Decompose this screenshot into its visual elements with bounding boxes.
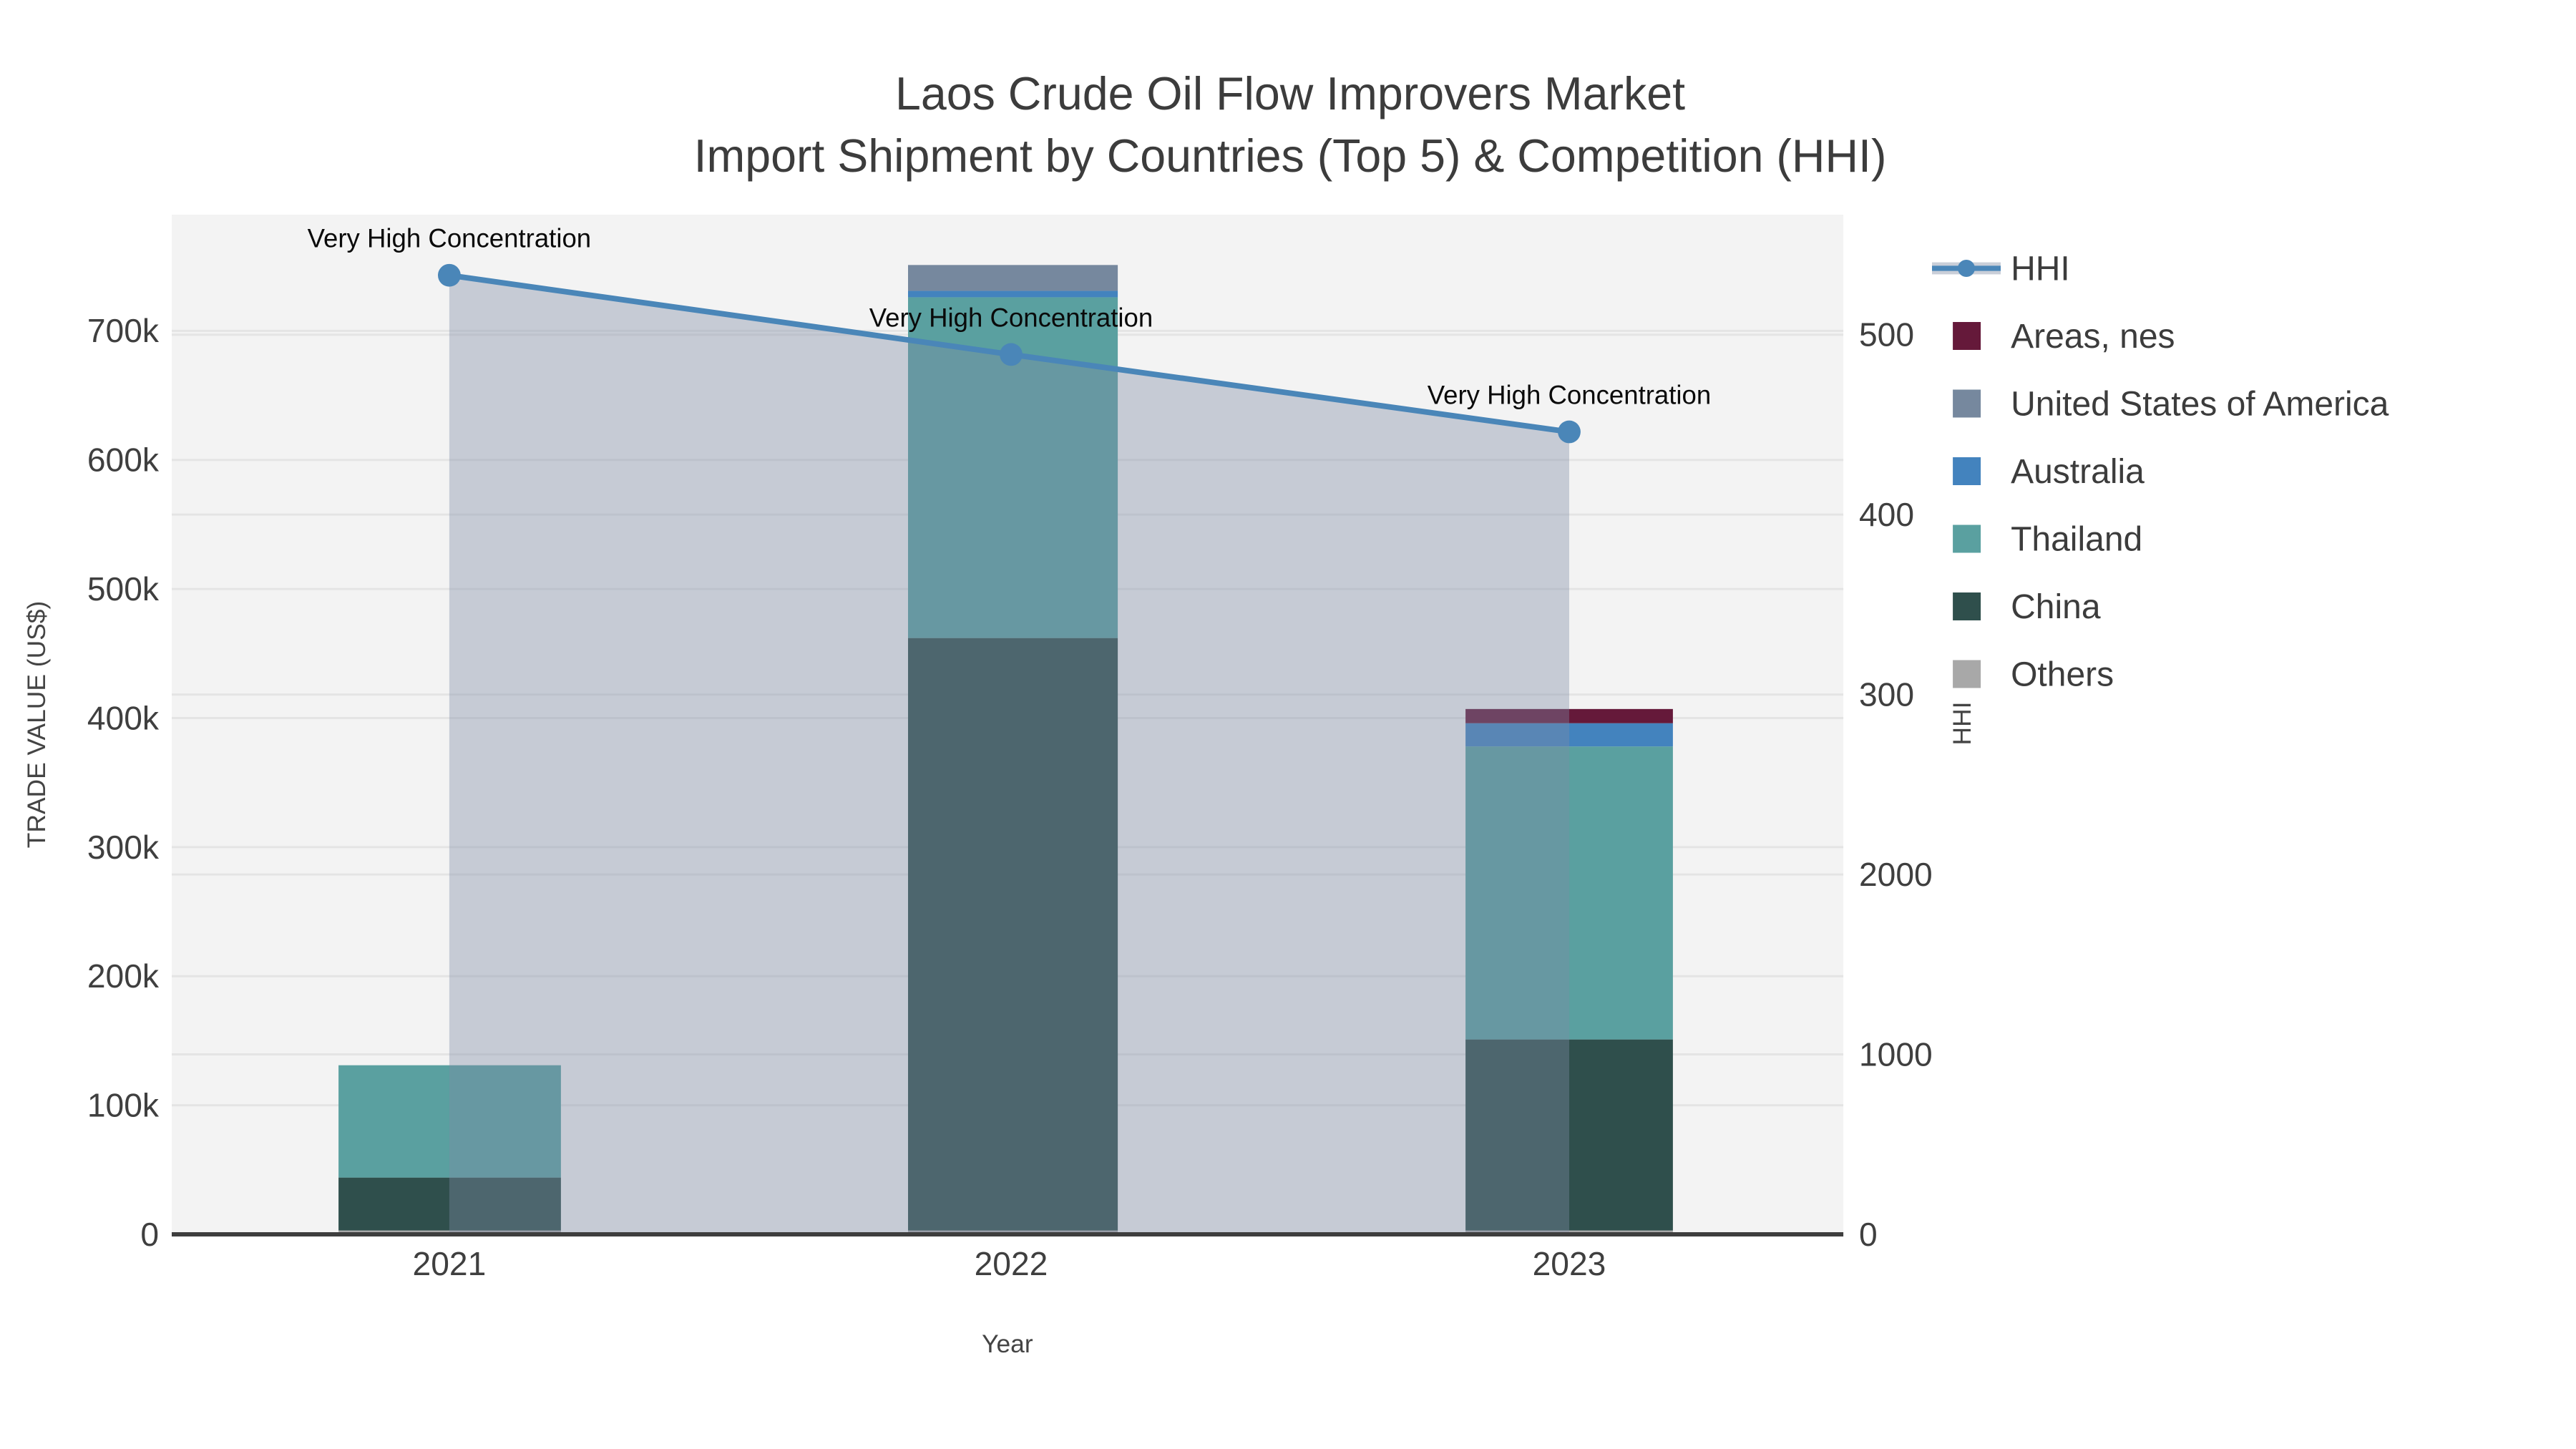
hhi-area-fill-shape (449, 275, 1569, 1234)
chart-title-line2: Import Shipment by Countries (Top 5) & C… (694, 130, 1887, 182)
bar-segment-thailand-2021[interactable] (338, 1065, 561, 1178)
x-tick-2023: 2023 (1533, 1245, 1606, 1282)
y-left-tick-700k: 700k (87, 312, 160, 349)
hhi-marker-2022[interactable] (1000, 343, 1023, 366)
x-axis-title: Year (982, 1330, 1033, 1358)
y-left-tick-0: 0 (140, 1216, 159, 1253)
annotation-2021: Very High Concentration (308, 224, 591, 253)
hhi-marker-2023[interactable] (1558, 420, 1581, 444)
legend-item-australia[interactable]: Australia (1953, 453, 2145, 491)
annotations: Very High Concentration Very High Concent… (308, 224, 1712, 410)
bar-segment-thailand-2023[interactable] (1465, 746, 1673, 1040)
y-right-axis-title: HHI (1948, 702, 1976, 746)
hhi-marker-2021[interactable] (438, 263, 461, 287)
y-left-axis-title: TRADE VALUE (US$) (22, 601, 51, 848)
legend: HHI Areas, nes United States of America … (1932, 250, 2389, 694)
hhi-marker-swatch (1958, 260, 1975, 277)
australia-swatch (1953, 457, 1981, 485)
bar-segment-china-2023[interactable] (1465, 1039, 1673, 1231)
chart-title-line1: Laos Crude Oil Flow Improvers Market (895, 68, 1685, 119)
y-left-tick-600k: 600k (87, 441, 160, 479)
legend-label-usa: United States of America (2011, 386, 2389, 424)
areas-nes-swatch (1953, 322, 1981, 350)
others-swatch (1953, 660, 1981, 688)
bar-segment-australia-2022[interactable] (908, 291, 1118, 298)
legend-item-usa[interactable]: United States of America (1953, 386, 2389, 424)
y-left-tick-500k: 500k (87, 570, 160, 608)
legend-label-hhi: HHI (2011, 250, 2070, 288)
annotation-2022: Very High Concentration (869, 303, 1153, 332)
legend-label-china: China (2011, 588, 2101, 626)
y-left-tick-200k: 200k (87, 957, 160, 995)
legend-label-thailand: Thailand (2011, 521, 2142, 559)
y-left-tick-400k: 400k (87, 699, 160, 736)
y-right-tick-1000: 1000 (1859, 1035, 1933, 1073)
stacked-bars (338, 265, 1673, 1234)
bar-segment-china-2021[interactable] (338, 1177, 561, 1231)
y-right-tick-0: 0 (1859, 1216, 1878, 1253)
bar-segment-united-states-of-america-2022[interactable] (908, 265, 1118, 291)
y-right-tick-300: 300 (1859, 676, 1914, 713)
x-tick-2022: 2022 (975, 1245, 1048, 1282)
legend-item-thailand[interactable]: Thailand (1953, 521, 2142, 559)
annotation-2023: Very High Concentration (1428, 381, 1711, 410)
legend-item-hhi[interactable]: HHI (1932, 250, 2070, 288)
y-right-tick-500: 500 (1859, 316, 1914, 353)
bar-segment-china-2022[interactable] (908, 638, 1118, 1231)
bar-segment-australia-2023[interactable] (1465, 723, 1673, 747)
y-right-tick-400: 400 (1859, 496, 1914, 533)
thailand-swatch (1953, 525, 1981, 553)
china-swatch (1953, 592, 1981, 620)
legend-label-areas-nes: Areas, nes (2011, 318, 2175, 356)
hhi-line (438, 263, 1581, 444)
tick-labels: 0 100k 200k 300k 400k 500k 600k 700k 0 1000 2000 30… (87, 312, 1933, 1282)
legend-label-australia: Australia (2011, 453, 2145, 491)
usa-swatch (1953, 389, 1981, 418)
hhi-area-fill (449, 275, 1569, 1234)
legend-item-areas-nes[interactable]: Areas, nes (1953, 318, 2175, 356)
legend-item-china[interactable]: China (1953, 588, 2101, 626)
y-left-tick-300k: 300k (87, 829, 160, 866)
bar-segment-areas-nes-2023[interactable] (1465, 708, 1673, 723)
legend-item-others[interactable]: Others (1953, 656, 2114, 694)
legend-label-others: Others (2011, 656, 2114, 694)
y-right-tick-2000: 2000 (1859, 856, 1933, 893)
x-tick-2021: 2021 (413, 1245, 487, 1282)
y-left-tick-100k: 100k (87, 1087, 160, 1124)
